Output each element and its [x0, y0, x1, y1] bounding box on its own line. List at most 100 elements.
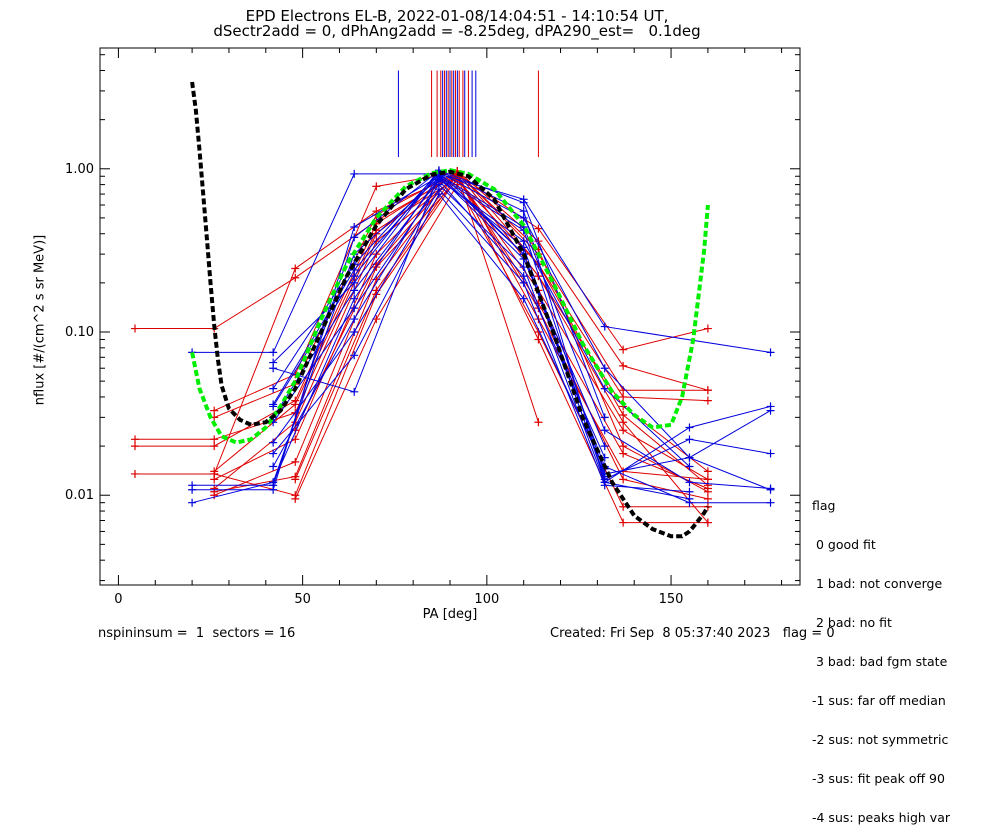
data-point-blue — [350, 278, 359, 287]
data-point-blue — [685, 435, 694, 444]
data-point-blue — [350, 233, 359, 242]
data-point-blue — [350, 304, 359, 313]
data-point-blue — [269, 348, 278, 357]
data-point-blue — [519, 237, 528, 246]
data-point-blue — [600, 426, 609, 435]
data-point-blue — [600, 481, 609, 490]
footer-spin-info: nspininsum = 1 sectors = 16 — [98, 626, 296, 641]
data-point-blue — [600, 364, 609, 373]
legend-item-0: 0 good fit — [812, 537, 876, 552]
series-line-red — [135, 173, 709, 475]
x-tick-label: 0 — [114, 592, 122, 607]
y-tick-label: 0.10 — [65, 325, 94, 340]
flag-legend: flag 0 good fit 1 bad: not converge 2 ba… — [812, 473, 950, 837]
data-point-blue — [600, 384, 609, 393]
data-point-red — [291, 494, 300, 503]
data-point-blue — [600, 442, 609, 451]
series-line-red — [294, 183, 708, 508]
fit-curve-green — [190, 168, 710, 445]
data-point-blue — [519, 294, 528, 303]
data-point-blue — [350, 222, 359, 231]
series-line-blue — [192, 175, 771, 491]
data-point-blue — [519, 198, 528, 207]
data-point-red — [703, 396, 712, 405]
data-point-blue — [269, 402, 278, 411]
data-point-red — [372, 237, 381, 246]
data-point-red — [131, 469, 139, 478]
series-line-blue — [272, 183, 690, 500]
data-point-blue — [350, 286, 359, 295]
data-point-blue — [350, 387, 359, 396]
data-point-red — [131, 324, 139, 333]
series-line-red — [135, 170, 709, 440]
data-point-blue — [766, 449, 775, 458]
data-point-red — [619, 345, 628, 354]
series-line-red — [214, 171, 708, 418]
data-point-red — [291, 475, 300, 484]
y-tick-label: 1.00 — [65, 162, 94, 177]
data-point-blue — [685, 494, 694, 503]
data-point-blue — [188, 498, 197, 507]
data-point-blue — [766, 406, 775, 415]
data-point-blue — [188, 485, 197, 494]
data-point-red — [291, 264, 300, 273]
series-group — [131, 166, 775, 527]
data-point-blue — [269, 449, 278, 458]
data-point-blue — [519, 272, 528, 281]
data-point-blue — [519, 213, 528, 222]
series-line-red — [294, 173, 708, 524]
data-point-red — [291, 457, 300, 466]
legend-item-neg4: -4 sus: peaks high var — [812, 810, 951, 825]
data-point-blue — [766, 498, 775, 507]
y-tick-label: 0.01 — [65, 488, 94, 503]
data-point-blue — [350, 272, 359, 281]
data-point-red — [210, 406, 219, 415]
data-point-blue — [269, 384, 278, 393]
data-point-red — [703, 494, 712, 503]
data-point-blue — [685, 453, 694, 462]
data-point-blue — [350, 351, 359, 360]
data-point-red — [619, 502, 628, 511]
data-point-blue — [350, 315, 359, 324]
data-point-blue — [269, 364, 278, 373]
fit-curve-black — [190, 81, 710, 539]
x-tick-label: 100 — [474, 592, 499, 607]
data-point-blue — [519, 263, 528, 272]
data-point-red — [210, 442, 219, 451]
data-point-blue — [600, 322, 609, 331]
data-point-red — [210, 487, 219, 496]
axes-group: 0 50 100 150 PA [deg] 0.01 0.10 1.00 — [65, 47, 801, 622]
data-point-red — [291, 400, 300, 409]
data-point-blue — [269, 462, 278, 471]
data-point-red — [210, 469, 219, 478]
data-point-red — [619, 411, 628, 420]
series-line-blue — [272, 188, 690, 493]
data-point-blue — [600, 413, 609, 422]
data-point-red — [131, 442, 139, 451]
data-point-red — [291, 273, 300, 282]
vertical-marker-group — [397, 70, 539, 158]
data-point-red — [703, 467, 712, 476]
series-line-red — [214, 171, 709, 493]
y-axis-label: nflux [#/(cm^2 s sr MeV)] — [32, 234, 48, 406]
data-point-red — [619, 392, 628, 401]
data-point-red — [703, 324, 712, 333]
data-point-red — [619, 361, 628, 370]
legend-item-neg1: -1 sus: far off median — [812, 693, 946, 708]
data-point-blue — [766, 484, 775, 493]
data-point-blue — [350, 294, 359, 303]
legend-item-neg2: -2 sus: not symmetric — [812, 732, 949, 747]
data-point-red — [619, 426, 628, 435]
data-point-red — [619, 449, 628, 458]
data-point-red — [703, 386, 712, 395]
chart-title-line2: dSectr2add = 0, dPhAng2add = -8.25deg, d… — [213, 22, 701, 40]
data-point-red — [619, 475, 628, 484]
chart-plot: 0 50 100 150 PA [deg] 0.01 0.10 1.00 — [65, 47, 801, 622]
data-point-red — [619, 418, 628, 427]
series-line-red — [214, 176, 709, 500]
legend-item-neg3: -3 sus: fit peak off 90 — [812, 771, 945, 786]
chart-title-line1: EPD Electrons EL-B, 2022-01-08/14:04:51 … — [245, 7, 669, 25]
data-point-blue — [685, 487, 694, 496]
data-point-red — [534, 418, 543, 427]
data-point-blue — [685, 478, 694, 487]
